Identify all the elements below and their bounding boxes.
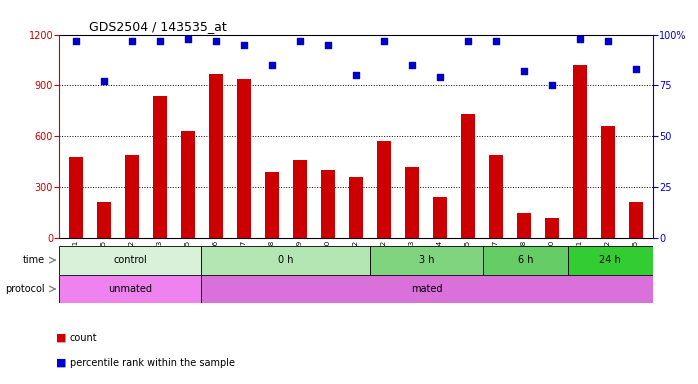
Bar xyxy=(321,170,335,238)
Bar xyxy=(69,157,83,238)
Point xyxy=(350,72,362,78)
Text: 24 h: 24 h xyxy=(600,255,621,265)
Point xyxy=(322,42,334,48)
Bar xyxy=(293,160,307,238)
Bar xyxy=(97,202,111,238)
Point xyxy=(378,38,389,44)
Bar xyxy=(545,218,559,238)
Text: ■: ■ xyxy=(56,358,70,368)
Point xyxy=(519,68,530,74)
Bar xyxy=(200,275,653,303)
Point xyxy=(490,38,501,44)
Bar xyxy=(125,155,139,238)
Bar xyxy=(483,246,568,275)
Bar xyxy=(59,246,200,275)
Bar xyxy=(265,172,279,238)
Bar xyxy=(209,74,223,238)
Bar xyxy=(601,126,615,238)
Bar xyxy=(433,197,447,238)
Point xyxy=(211,38,222,44)
Point xyxy=(406,62,417,68)
Text: protocol: protocol xyxy=(6,284,45,294)
Bar xyxy=(573,65,587,238)
Text: count: count xyxy=(70,333,98,343)
Bar xyxy=(370,246,483,275)
Point xyxy=(547,83,558,89)
Point xyxy=(154,38,165,44)
Bar xyxy=(349,177,363,238)
Point xyxy=(126,38,138,44)
Text: mated: mated xyxy=(411,284,443,294)
Point xyxy=(182,36,193,42)
Text: unmated: unmated xyxy=(108,284,152,294)
Text: GDS2504 / 143535_at: GDS2504 / 143535_at xyxy=(89,20,227,33)
Text: ■: ■ xyxy=(56,333,70,343)
Text: percentile rank within the sample: percentile rank within the sample xyxy=(70,358,235,368)
Bar xyxy=(153,96,167,238)
Bar xyxy=(200,246,370,275)
Bar xyxy=(489,155,503,238)
Point xyxy=(462,38,473,44)
Point xyxy=(602,38,614,44)
Point xyxy=(267,62,278,68)
Text: 0 h: 0 h xyxy=(278,255,293,265)
Bar xyxy=(517,213,531,238)
Text: 3 h: 3 h xyxy=(419,255,434,265)
Text: 6 h: 6 h xyxy=(518,255,533,265)
Bar xyxy=(377,141,391,238)
Bar xyxy=(59,275,200,303)
Bar xyxy=(181,131,195,238)
Bar xyxy=(629,202,643,238)
Point xyxy=(630,66,641,72)
Text: control: control xyxy=(113,255,147,265)
Point xyxy=(295,38,306,44)
Point xyxy=(434,74,445,80)
Point xyxy=(239,42,250,48)
Text: time: time xyxy=(23,255,45,265)
Bar xyxy=(461,114,475,238)
Point xyxy=(574,36,586,42)
Bar xyxy=(237,79,251,238)
Point xyxy=(98,78,110,84)
Bar xyxy=(568,246,653,275)
Point xyxy=(70,38,82,44)
Bar xyxy=(405,167,419,238)
